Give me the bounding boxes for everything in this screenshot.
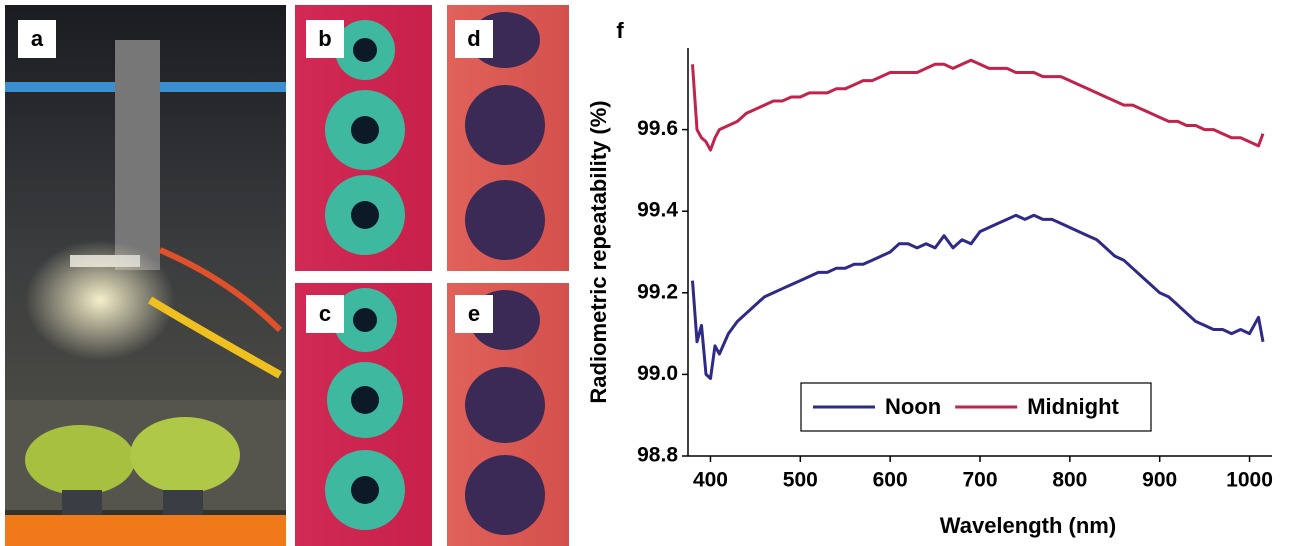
- y-tick-label: 99.0: [637, 362, 678, 385]
- y-tick-label: 99.4: [637, 199, 678, 222]
- x-tick-label: 900: [1142, 469, 1177, 492]
- panel-label-boxes: [18, 20, 493, 333]
- x-tick-label: 800: [1052, 469, 1087, 492]
- x-tick-label: 400: [693, 469, 728, 492]
- legend-label: Noon: [885, 394, 941, 419]
- photo-b: [295, 5, 432, 271]
- line-series: [691, 213, 1265, 380]
- panel-label: d: [467, 26, 480, 51]
- panel-label: b: [318, 26, 331, 51]
- y-tick-label: 99.2: [637, 280, 678, 303]
- x-tick-label: 500: [783, 469, 818, 492]
- panel-label: c: [319, 301, 331, 326]
- x-tick-label: 600: [873, 469, 908, 492]
- photo-e: [447, 283, 569, 546]
- x-axis-title: Wavelength (nm): [940, 513, 1116, 538]
- photo-a: [5, 5, 286, 546]
- legend-label: Midnight: [1027, 394, 1119, 419]
- panel-label: f: [616, 18, 624, 43]
- photo-d: [447, 5, 569, 271]
- x-tick-label: 1000: [1226, 469, 1273, 492]
- panel-label: e: [468, 301, 480, 326]
- y-tick-label: 99.6: [637, 117, 678, 140]
- x-tick-label: 700: [962, 469, 997, 492]
- y-axis-title: Radiometric repeatability (%): [586, 100, 611, 403]
- line-series: [691, 58, 1265, 152]
- y-tick-label: 98.8: [637, 444, 678, 467]
- panel-label: a: [31, 26, 44, 51]
